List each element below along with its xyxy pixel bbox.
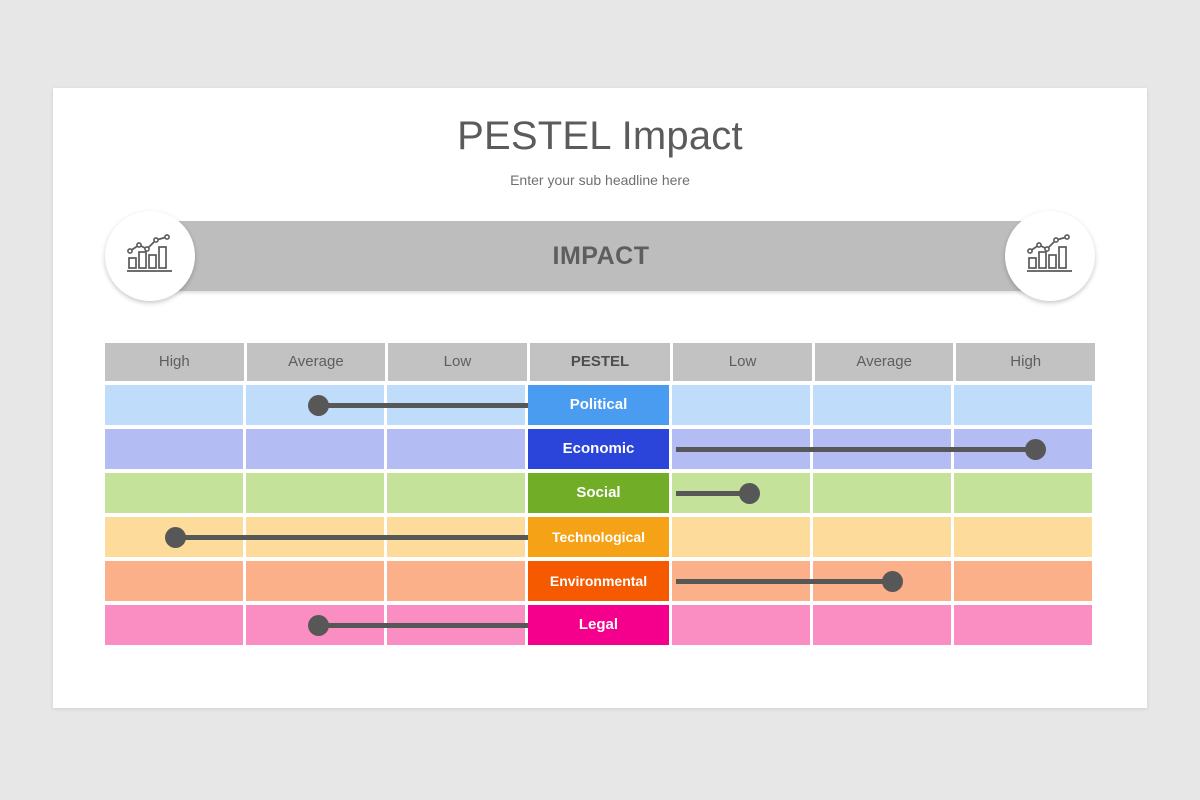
- impact-cell-technological-high-6[interactable]: [953, 517, 1092, 557]
- impact-cell-environmental-high-6[interactable]: [953, 561, 1092, 601]
- matrix-header-row: High Average Low PESTEL Low Average High: [105, 343, 1096, 381]
- column-header-average-1: Average: [246, 343, 386, 381]
- pestel-impact-matrix: High Average Low PESTEL Low Average High Polit…: [105, 343, 1096, 645]
- impact-cell-social-average-1[interactable]: [246, 473, 385, 513]
- slide-card: PESTEL Impact Enter your sub headline he…: [53, 88, 1147, 708]
- matrix-body: Political Economic Social Technological Envi…: [105, 385, 1095, 645]
- impact-cell-social-average-5[interactable]: [812, 473, 951, 513]
- column-header-low-4: Low: [673, 343, 812, 381]
- matrix-row: Economic: [105, 429, 1095, 469]
- pestel-label-political[interactable]: Political: [528, 385, 669, 425]
- impact-cell-technological-high-0[interactable]: [105, 517, 244, 557]
- impact-cell-economic-low-2[interactable]: [387, 429, 526, 469]
- pestel-label-social[interactable]: Social: [528, 473, 669, 513]
- pestel-label-environmental[interactable]: Environmental: [528, 561, 669, 601]
- matrix-row: Environmental: [105, 561, 1095, 601]
- impact-cell-economic-high-6[interactable]: [953, 429, 1092, 469]
- impact-cell-legal-average-5[interactable]: [812, 605, 951, 645]
- column-header-high-0: High: [105, 343, 244, 381]
- pestel-label-technological[interactable]: Technological: [528, 517, 669, 557]
- banner-left-badge: [105, 211, 195, 301]
- impact-cell-legal-low-2[interactable]: [387, 605, 526, 645]
- banner-right-badge: [1005, 211, 1095, 301]
- column-header-pestel-3: PESTEL: [529, 343, 671, 381]
- impact-cell-economic-average-5[interactable]: [812, 429, 951, 469]
- matrix-row: Legal: [105, 605, 1095, 645]
- impact-banner-label: IMPACT: [552, 242, 650, 270]
- pestel-label-economic[interactable]: Economic: [528, 429, 669, 469]
- impact-cell-political-average-1[interactable]: [246, 385, 385, 425]
- impact-cell-technological-average-1[interactable]: [246, 517, 385, 557]
- impact-cell-environmental-low-2[interactable]: [387, 561, 526, 601]
- impact-cell-environmental-low-4[interactable]: [671, 561, 810, 601]
- matrix-row: Social: [105, 473, 1095, 513]
- pestel-label-legal[interactable]: Legal: [528, 605, 669, 645]
- impact-cell-legal-high-0[interactable]: [105, 605, 244, 645]
- impact-cell-environmental-average-1[interactable]: [246, 561, 385, 601]
- impact-cell-legal-low-4[interactable]: [671, 605, 810, 645]
- impact-cell-social-low-2[interactable]: [387, 473, 526, 513]
- page-title: PESTEL Impact: [457, 114, 743, 158]
- impact-cell-technological-low-2[interactable]: [387, 517, 526, 557]
- impact-cell-political-low-4[interactable]: [671, 385, 810, 425]
- impact-cell-social-high-0[interactable]: [105, 473, 244, 513]
- impact-cell-political-average-5[interactable]: [812, 385, 951, 425]
- bar-line-chart-icon: [126, 233, 174, 280]
- impact-cell-political-high-0[interactable]: [105, 385, 244, 425]
- bar-line-chart-icon: [1026, 233, 1074, 280]
- impact-cell-environmental-average-5[interactable]: [812, 561, 951, 601]
- impact-cell-legal-high-6[interactable]: [953, 605, 1092, 645]
- impact-cell-environmental-high-0[interactable]: [105, 561, 244, 601]
- page-subtitle: Enter your sub headline here: [510, 172, 690, 188]
- impact-banner-bar: IMPACT: [167, 221, 1035, 291]
- column-header-low-2: Low: [388, 343, 527, 381]
- matrix-row: Political: [105, 385, 1095, 425]
- impact-cell-legal-average-1[interactable]: [246, 605, 385, 645]
- impact-cell-technological-low-4[interactable]: [671, 517, 810, 557]
- impact-cell-economic-high-0[interactable]: [105, 429, 244, 469]
- impact-cell-social-high-6[interactable]: [953, 473, 1092, 513]
- impact-cell-political-low-2[interactable]: [387, 385, 526, 425]
- column-header-average-5: Average: [814, 343, 954, 381]
- impact-cell-economic-low-4[interactable]: [671, 429, 810, 469]
- impact-cell-political-high-6[interactable]: [953, 385, 1092, 425]
- impact-cell-social-low-4[interactable]: [671, 473, 810, 513]
- impact-cell-technological-average-5[interactable]: [812, 517, 951, 557]
- impact-cell-economic-average-1[interactable]: [246, 429, 385, 469]
- column-header-high-6: High: [956, 343, 1096, 381]
- matrix-row: Technological: [105, 517, 1095, 557]
- impact-banner: IMPACT: [105, 211, 1095, 301]
